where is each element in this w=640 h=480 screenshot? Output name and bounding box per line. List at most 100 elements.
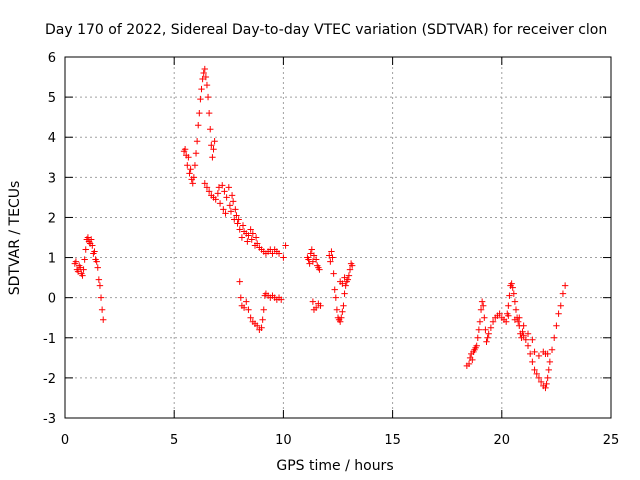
data-point [97, 294, 105, 301]
data-point [544, 374, 551, 382]
y-tick-label: 5 [48, 91, 56, 106]
data-point [240, 304, 248, 311]
data-point [82, 246, 89, 253]
data-point [226, 202, 234, 209]
data-point [219, 182, 226, 189]
data-point [506, 292, 513, 299]
data-point [95, 276, 103, 283]
data-point [505, 312, 512, 319]
data-point [510, 290, 518, 297]
data-point [227, 208, 235, 215]
data-point [512, 306, 520, 313]
data-point [473, 342, 480, 349]
data-point [537, 378, 545, 386]
data-point [222, 210, 229, 217]
data-point [545, 366, 552, 374]
data-point [533, 370, 540, 378]
data-point [477, 306, 485, 313]
data-point [535, 374, 543, 382]
data-point [238, 234, 246, 241]
data-point [535, 352, 543, 360]
data-point [348, 262, 356, 269]
data-point [329, 254, 336, 261]
data-point [88, 236, 95, 243]
data-point [185, 154, 192, 161]
data-point [551, 334, 558, 341]
data-point [327, 258, 334, 265]
data-point [260, 306, 267, 313]
data-point [480, 302, 487, 309]
data-point [93, 258, 100, 265]
x-tick-label: 10 [275, 433, 292, 448]
data-point [207, 126, 214, 133]
y-tick-label: 6 [48, 51, 56, 66]
y-tick-label: 0 [48, 292, 56, 307]
data-point [234, 220, 241, 227]
data-point [203, 184, 211, 191]
data-point [74, 268, 82, 275]
data-point [201, 65, 208, 73]
data-point [548, 346, 556, 354]
data-point [485, 330, 492, 337]
data-point [187, 166, 194, 173]
data-point [190, 174, 198, 181]
data-point [280, 254, 287, 261]
data-point [316, 266, 323, 273]
data-point [235, 216, 242, 223]
data-point [247, 314, 254, 321]
data-point [184, 162, 191, 169]
data-point [203, 81, 211, 89]
data-point [505, 302, 512, 309]
data-point [72, 258, 80, 265]
data-point [205, 188, 213, 195]
data-point [77, 264, 84, 271]
data-point [333, 306, 341, 313]
data-point [519, 328, 526, 335]
x-tick-label: 20 [494, 433, 511, 448]
data-point [192, 150, 200, 157]
data-point [253, 322, 261, 329]
data-point [204, 93, 212, 101]
axis-ticks: -3 -2 -1 0 1 2 3 4 5 6 0 5 10 15 20 25 [43, 51, 619, 448]
data-point [307, 250, 314, 257]
data-point [233, 212, 240, 219]
data-point [341, 290, 348, 297]
data-point [508, 280, 515, 287]
x-tick-label: 25 [603, 433, 620, 448]
data-point [309, 258, 317, 265]
plot-border [64, 56, 612, 419]
data-point [475, 326, 483, 333]
data-point [309, 298, 317, 305]
data-point [328, 248, 335, 255]
data-point [340, 302, 347, 309]
data-point [338, 314, 345, 321]
data-point [344, 276, 352, 283]
chart-title: Day 170 of 2022, Sidereal Day-to-day VTE… [45, 22, 607, 38]
data-point [524, 342, 532, 349]
data-point [305, 256, 312, 263]
data-point [559, 290, 567, 297]
data-point [312, 256, 320, 263]
data-point [189, 180, 196, 187]
data-point [531, 348, 538, 356]
data-point [197, 95, 204, 103]
data-point [308, 246, 315, 253]
data-point [339, 308, 346, 315]
data-point [252, 234, 260, 241]
data-point [193, 138, 201, 145]
data-point [94, 264, 101, 271]
data-point [245, 232, 252, 239]
data-point [339, 280, 346, 287]
data-point [236, 226, 243, 233]
data-point [205, 109, 213, 117]
data-point [465, 360, 473, 368]
data-point [258, 324, 265, 331]
x-tick-label: 0 [61, 433, 69, 448]
data-point [80, 266, 87, 273]
data-point [482, 326, 489, 333]
y-tick-label: -3 [43, 412, 56, 427]
data-point [211, 138, 218, 145]
data-point [210, 146, 217, 153]
data-point [212, 196, 219, 203]
data-point [214, 190, 222, 197]
